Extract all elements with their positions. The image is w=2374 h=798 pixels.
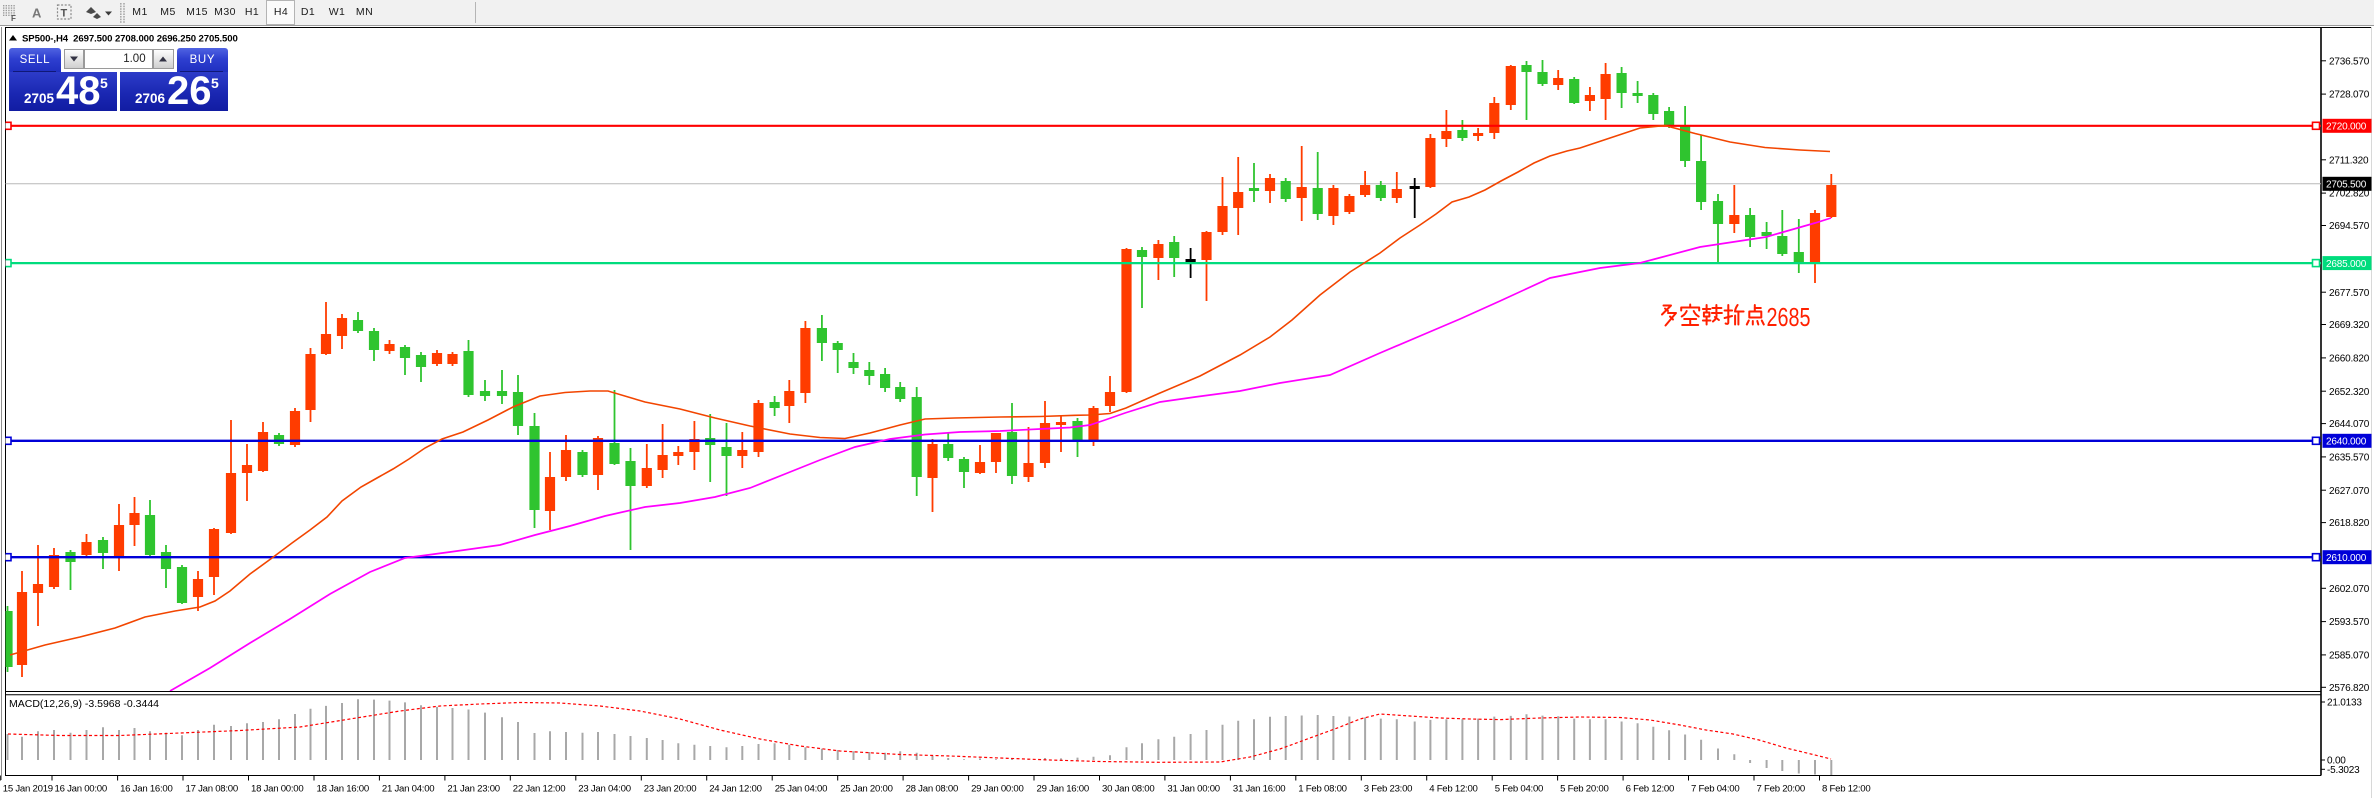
svg-text:5 Feb 20:00: 5 Feb 20:00 [1560, 784, 1608, 795]
svg-text:18 Jan 16:00: 18 Jan 16:00 [317, 784, 369, 795]
svg-text:SP500-,H4 2697.500 2708.000 2: SP500-,H4 2697.500 2708.000 2696.250 270… [22, 34, 238, 45]
svg-text:31 Jan 16:00: 31 Jan 16:00 [1233, 784, 1285, 795]
svg-text:F: F [11, 14, 16, 23]
svg-text:22 Jan 12:00: 22 Jan 12:00 [513, 784, 565, 795]
svg-text:4 Feb 12:00: 4 Feb 12:00 [1429, 784, 1477, 795]
svg-text:2669.320: 2669.320 [2329, 320, 2370, 331]
svg-text:7 Feb 04:00: 7 Feb 04:00 [1691, 784, 1739, 795]
svg-text:21 Jan 04:00: 21 Jan 04:00 [382, 784, 434, 795]
svg-text:30 Jan 08:00: 30 Jan 08:00 [1102, 784, 1154, 795]
svg-text:17 Jan 08:00: 17 Jan 08:00 [186, 784, 238, 795]
svg-text:-5.3023: -5.3023 [2327, 765, 2360, 776]
svg-text:2685.000: 2685.000 [2326, 259, 2367, 270]
svg-text:6 Feb 12:00: 6 Feb 12:00 [1626, 784, 1674, 795]
svg-text:2593.570: 2593.570 [2329, 617, 2370, 628]
svg-text:2635.570: 2635.570 [2329, 453, 2370, 464]
svg-text:T: T [61, 8, 68, 20]
svg-text:1 Feb 08:00: 1 Feb 08:00 [1298, 784, 1346, 795]
svg-text:2660.820: 2660.820 [2329, 354, 2370, 365]
svg-text:2640.000: 2640.000 [2326, 437, 2367, 448]
svg-text:2610.000: 2610.000 [2326, 553, 2367, 564]
svg-text:16 Jan 00:00: 16 Jan 00:00 [55, 784, 107, 795]
svg-text:31 Jan 00:00: 31 Jan 00:00 [1167, 784, 1219, 795]
svg-text:0.00: 0.00 [2327, 756, 2346, 767]
svg-text:21.0133: 21.0133 [2327, 698, 2362, 709]
svg-text:2627.070: 2627.070 [2329, 486, 2370, 497]
svg-text:8 Feb 12:00: 8 Feb 12:00 [1822, 784, 1870, 795]
svg-text:2711.320: 2711.320 [2329, 155, 2369, 166]
svg-text:2705.500: 2705.500 [2326, 180, 2367, 191]
svg-text:29 Jan 00:00: 29 Jan 00:00 [971, 784, 1023, 795]
svg-text:7 Feb 20:00: 7 Feb 20:00 [1757, 784, 1805, 795]
svg-text:2652.320: 2652.320 [2329, 387, 2370, 398]
svg-text:16 Jan 16:00: 16 Jan 16:00 [120, 784, 172, 795]
svg-text:2677.570: 2677.570 [2329, 288, 2370, 299]
svg-text:18 Jan 00:00: 18 Jan 00:00 [251, 784, 303, 795]
svg-text:29 Jan 16:00: 29 Jan 16:00 [1037, 784, 1089, 795]
svg-text:2618.820: 2618.820 [2329, 518, 2370, 529]
svg-text:25 Jan 04:00: 25 Jan 04:00 [775, 784, 827, 795]
svg-text:2694.570: 2694.570 [2329, 221, 2370, 232]
svg-text:MACD(12,26,9) -3.5968 -0.3444: MACD(12,26,9) -3.5968 -0.3444 [9, 698, 159, 710]
svg-text:28 Jan 08:00: 28 Jan 08:00 [906, 784, 958, 795]
svg-text:24 Jan 12:00: 24 Jan 12:00 [709, 784, 761, 795]
svg-text:25 Jan 20:00: 25 Jan 20:00 [840, 784, 892, 795]
svg-text:2576.820: 2576.820 [2329, 683, 2370, 694]
svg-text:3 Feb 23:00: 3 Feb 23:00 [1364, 784, 1412, 795]
svg-text:5 Feb 04:00: 5 Feb 04:00 [1495, 784, 1543, 795]
svg-text:21 Jan 23:00: 21 Jan 23:00 [447, 784, 499, 795]
svg-text:2685: 2685 [1767, 304, 1811, 332]
svg-text:2644.070: 2644.070 [2329, 419, 2370, 430]
svg-text:23 Jan 04:00: 23 Jan 04:00 [578, 784, 630, 795]
svg-text:2585.070: 2585.070 [2329, 651, 2370, 662]
svg-text:A: A [32, 6, 42, 21]
svg-text:2720.000: 2720.000 [2326, 122, 2367, 133]
svg-text:23 Jan 20:00: 23 Jan 20:00 [644, 784, 696, 795]
svg-text:2728.070: 2728.070 [2329, 90, 2370, 101]
svg-text:2602.070: 2602.070 [2329, 584, 2370, 595]
svg-text:2702.820: 2702.820 [2329, 189, 2370, 200]
svg-text:2736.570: 2736.570 [2329, 56, 2370, 67]
svg-text:15 Jan 2019: 15 Jan 2019 [3, 784, 53, 795]
